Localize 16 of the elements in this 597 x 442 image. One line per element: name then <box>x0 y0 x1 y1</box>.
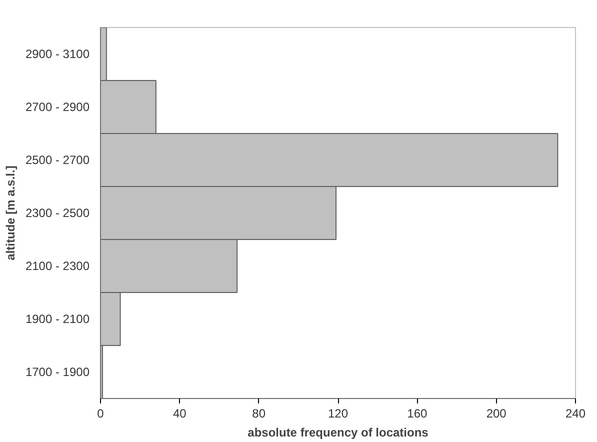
x-tick-label: 160 <box>407 406 428 420</box>
x-tick-label: 240 <box>565 406 586 420</box>
y-tick-label: 2300 - 2500 <box>25 206 90 220</box>
y-tick-label: 2700 - 2900 <box>25 100 90 114</box>
x-tick-label: 120 <box>328 406 348 420</box>
y-tick-label: 2500 - 2700 <box>25 153 90 167</box>
x-tick-label: 0 <box>97 406 104 420</box>
x-axis-title: absolute frequency of locations <box>248 426 429 440</box>
y-tick-label: 1900 - 2100 <box>25 312 90 326</box>
y-tick-label: 2100 - 2300 <box>25 259 90 273</box>
x-tick-label: 40 <box>172 406 187 420</box>
x-tick-label: 80 <box>252 406 266 420</box>
y-tick-label: 2900 - 3100 <box>25 47 90 61</box>
y-tick-label: 1700 - 1900 <box>25 365 90 379</box>
y-axis-title: altitude [m a.s.l.] <box>3 166 18 260</box>
x-tick-label: 200 <box>486 406 507 420</box>
